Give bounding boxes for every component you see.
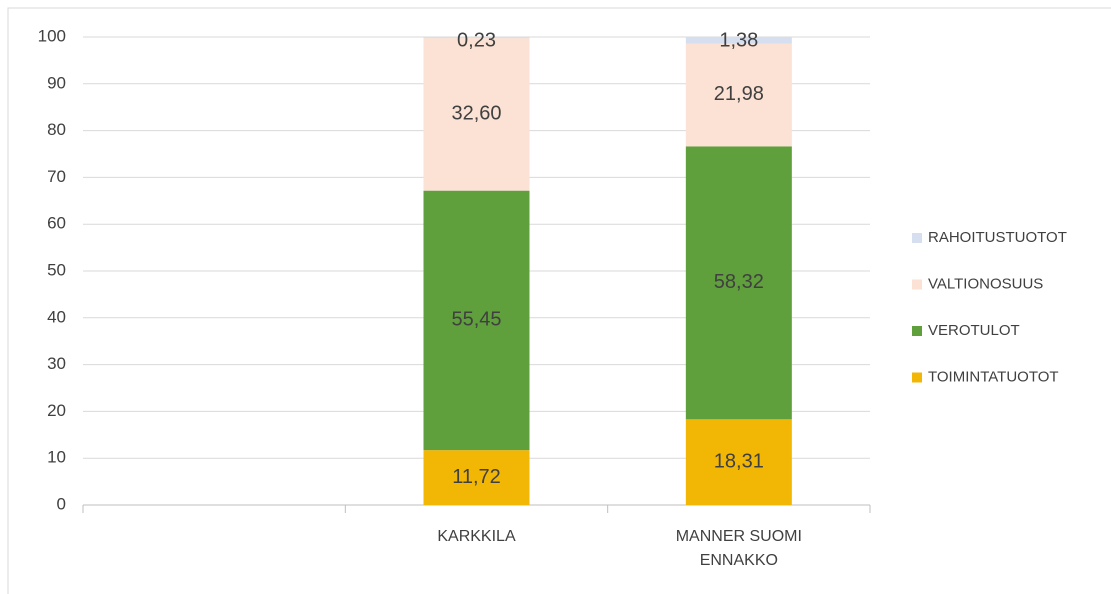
- y-tick-label: 0: [57, 494, 66, 513]
- y-tick-label: 90: [47, 73, 66, 92]
- x-tick-label: KARKKILA: [437, 528, 516, 545]
- bar-segment: [685, 146, 792, 420]
- data-label: 58,32: [714, 271, 764, 293]
- y-tick-label: 40: [47, 307, 66, 326]
- chart-frame: [7, 7, 1111, 594]
- legend-swatch: [912, 233, 922, 243]
- data-label: 0,23: [457, 29, 496, 51]
- legend-label: VALTIONOSUUS: [928, 275, 1043, 292]
- y-tick-label: 60: [47, 214, 66, 233]
- y-tick-label: 70: [47, 167, 66, 186]
- bar-segment: [685, 37, 792, 44]
- y-tick-label: 100: [38, 26, 66, 45]
- data-label: 1,38: [719, 29, 758, 51]
- legend-label: TOIMINTATUOTOT: [928, 368, 1059, 385]
- bar-segment: [423, 37, 530, 39]
- y-tick-label: 20: [47, 401, 66, 420]
- y-tick-label: 30: [47, 354, 66, 373]
- data-label: 21,98: [714, 83, 764, 105]
- data-label: 11,72: [452, 466, 501, 488]
- legend-label: VEROTULOT: [928, 322, 1020, 339]
- y-tick-label: 50: [47, 260, 66, 279]
- bar-segment: [685, 419, 792, 505]
- bar-segment: [423, 38, 530, 191]
- legend-swatch: [912, 326, 922, 336]
- y-tick-label: 80: [47, 120, 66, 139]
- y-tick-label: 10: [47, 448, 66, 467]
- x-tick-label: MANNER SUOMI ENNAKKO: [675, 528, 802, 569]
- data-label: 32,60: [451, 103, 501, 125]
- legend-swatch: [912, 372, 922, 383]
- legend-label: RAHOITUSTUOTOT: [928, 229, 1067, 246]
- bar-segment: [685, 43, 792, 147]
- data-label: 55,45: [451, 309, 501, 331]
- legend-swatch: [912, 279, 922, 290]
- bar-segment: [423, 450, 530, 505]
- bar-segment: [423, 190, 530, 451]
- data-label: 18,31: [714, 450, 764, 472]
